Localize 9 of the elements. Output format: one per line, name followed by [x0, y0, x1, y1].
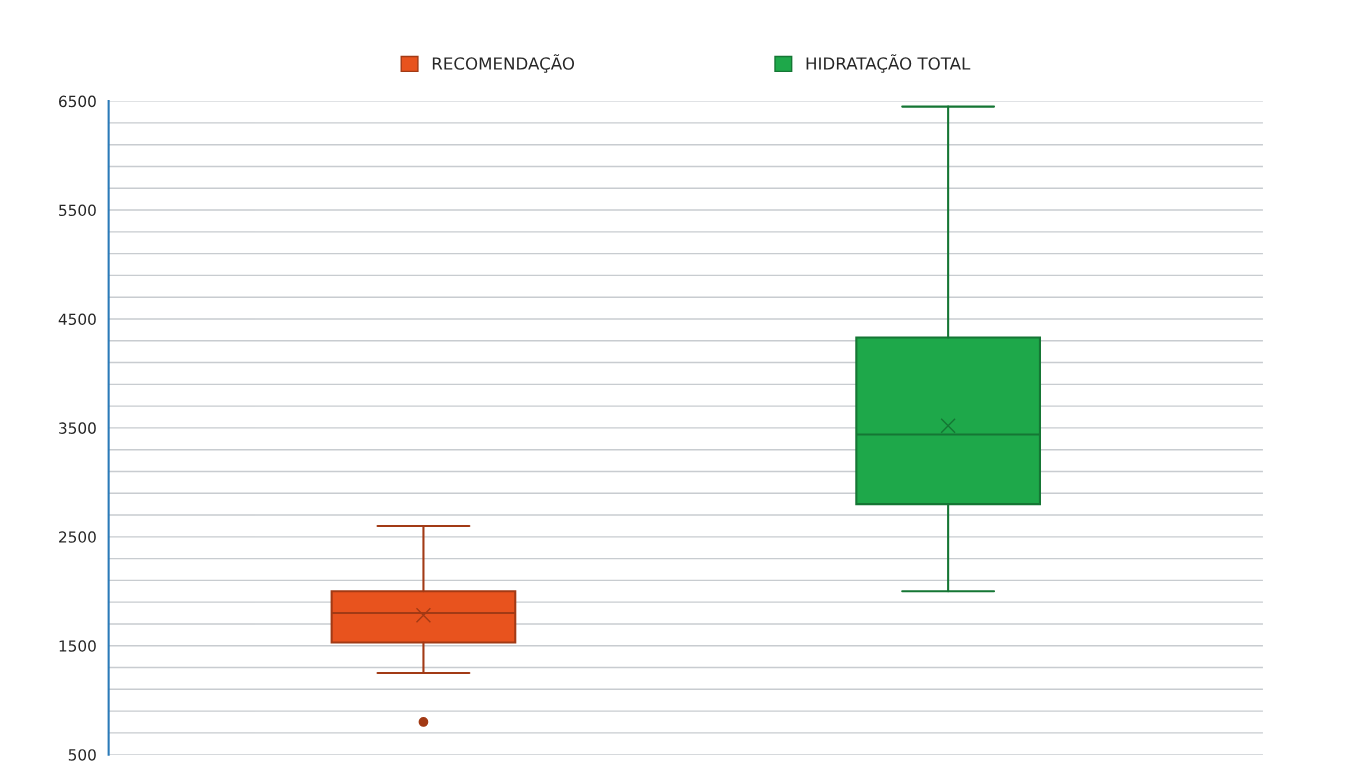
y-tick-label: 2500 [59, 531, 96, 543]
y-tick-label: 4500 [58, 313, 96, 325]
y-tick-label: 3500 [59, 422, 96, 434]
legend-label: RECOMENDAÇÃO [432, 54, 575, 73]
y-tick-label: 5500 [59, 204, 96, 217]
legend-label: HIDRATAÇÃO TOTAL [806, 54, 971, 73]
y-tick-label: 500 [68, 749, 96, 761]
y-tick-label: 6500 [59, 95, 96, 108]
y-tick-label: 1500 [59, 640, 96, 652]
